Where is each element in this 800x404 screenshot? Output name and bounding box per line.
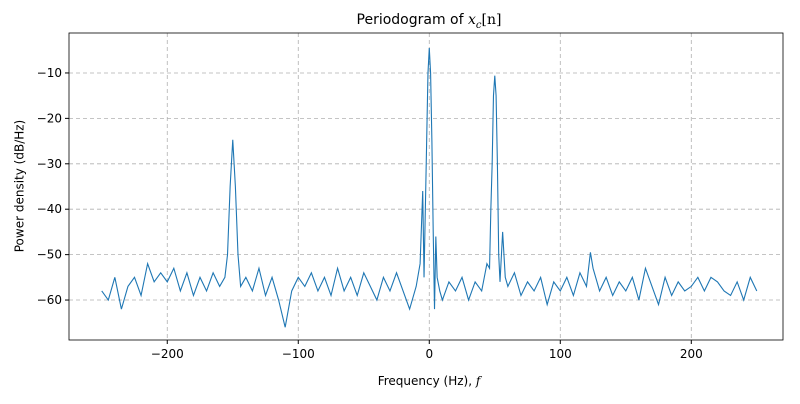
title-rest: [n] bbox=[482, 12, 502, 28]
title-text: Periodogram of bbox=[357, 12, 465, 28]
title-sub: c bbox=[476, 20, 482, 31]
y-tick-label: −30 bbox=[37, 157, 62, 171]
y-tick-label: −40 bbox=[37, 202, 62, 216]
chart-title: Periodogram of xc[n] bbox=[357, 12, 502, 31]
x-label-text: Frequency (Hz), bbox=[378, 374, 472, 388]
x-label-var: f bbox=[475, 374, 483, 388]
y-tick-label: −10 bbox=[37, 66, 62, 80]
x-tick-label: 0 bbox=[425, 347, 433, 361]
x-axis-label: Frequency (Hz), f bbox=[378, 374, 483, 388]
y-tick-label: −60 bbox=[37, 293, 62, 307]
y-axis-label: Power density (dB/Hz) bbox=[13, 120, 27, 253]
title-var: x bbox=[468, 12, 476, 28]
spectrum-line bbox=[101, 47, 758, 328]
x-tick-label: 200 bbox=[680, 347, 703, 361]
x-tick-label: −100 bbox=[282, 347, 315, 361]
x-tick-label: −200 bbox=[151, 347, 184, 361]
y-tick-label: −50 bbox=[37, 248, 62, 262]
x-tick-label: 100 bbox=[549, 347, 572, 361]
y-tick-label: −20 bbox=[37, 111, 62, 125]
plot-frame bbox=[68, 32, 784, 341]
